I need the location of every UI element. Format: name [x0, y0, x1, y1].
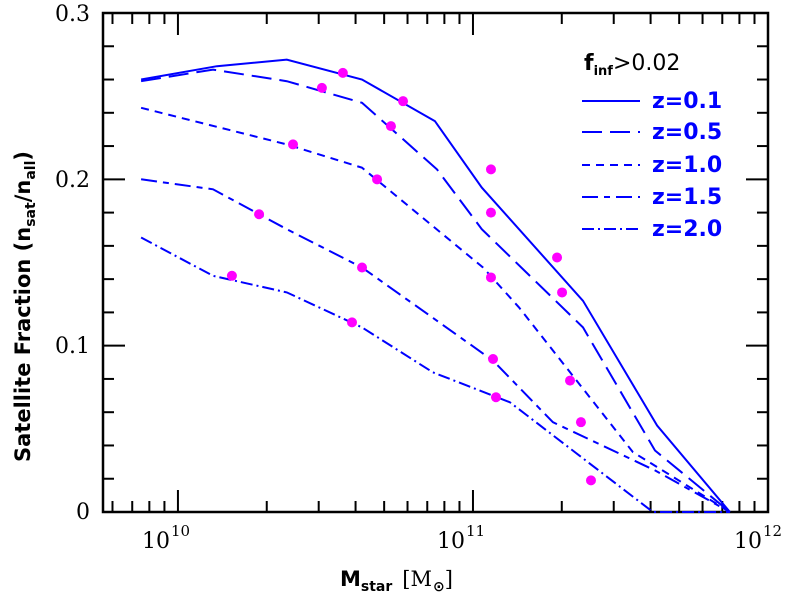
series-markers	[226, 67, 596, 486]
data-marker	[226, 270, 237, 281]
series-line-z10	[140, 106, 731, 513]
x-axis-unit-close: ]	[445, 567, 453, 591]
y-axis-title-sub: all	[23, 161, 39, 180]
x-tick-base: 10	[734, 529, 762, 554]
y-tick-label: 0.1	[55, 334, 90, 359]
data-marker	[254, 209, 265, 220]
plot-frame	[101, 11, 770, 514]
x-tick-exp: 11	[466, 522, 485, 540]
y-axis-title-main: Satellite Fraction (n	[11, 227, 35, 462]
x-tick-exp: 12	[763, 522, 782, 540]
data-marker	[398, 96, 409, 107]
legend-title-rest: >0.02	[613, 51, 680, 76]
series-line-z20	[140, 236, 730, 513]
legend-label: z=1.5	[652, 185, 722, 210]
x-tick-base: 10	[437, 529, 465, 554]
y-tick-label: 0	[76, 500, 90, 525]
x-tick-exp: 10	[171, 522, 190, 540]
data-marker	[485, 164, 496, 175]
data-marker	[385, 121, 396, 132]
y-axis-title: Satellite Fraction (nsat/nall)	[11, 151, 39, 462]
x-tick-label: 10 12	[734, 522, 782, 554]
data-marker	[372, 174, 383, 185]
y-tick-label: 0.2	[55, 168, 90, 193]
series-lines	[140, 58, 731, 513]
x-tick-base: 10	[142, 529, 170, 554]
legend-label: z=2.0	[652, 217, 722, 242]
legend-label: z=1.0	[652, 153, 722, 178]
legend-label: z=0.5	[652, 120, 722, 145]
series-line-z15	[140, 178, 731, 513]
series-line-z01	[140, 58, 731, 513]
data-marker	[288, 139, 298, 150]
data-marker	[485, 207, 496, 218]
data-marker	[490, 392, 501, 403]
x-tick-label: 10 11	[437, 522, 485, 554]
x-axis-title-main: M	[340, 567, 361, 591]
legend-label: z=0.1	[652, 89, 722, 114]
data-marker	[357, 262, 368, 273]
data-marker	[552, 252, 563, 263]
legend-title-main: f	[584, 51, 594, 76]
legend-title: finf>0.02	[584, 51, 680, 79]
x-axis-title-sub: star	[361, 579, 392, 595]
axis-ticks	[103, 12, 769, 513]
y-axis-title-sub: sat	[23, 202, 39, 227]
data-marker	[575, 417, 586, 428]
y-tick-label: 0.3	[55, 2, 90, 27]
data-marker	[485, 272, 496, 283]
x-tick-label: 10 10	[142, 522, 190, 554]
data-marker	[565, 375, 576, 386]
data-marker	[557, 287, 568, 298]
data-marker	[347, 317, 358, 328]
legend-title-sub: inf	[594, 64, 614, 79]
data-marker	[488, 353, 499, 364]
legend: finf>0.02 z=0.1 z=0.5 z=1.0 z=1.5 z=2.0	[582, 51, 722, 242]
data-marker	[316, 82, 327, 93]
y-axis-title-mid: /n	[11, 180, 35, 203]
y-axis-title-close: )	[11, 151, 35, 161]
x-axis-unit-open: [M	[402, 567, 432, 591]
data-marker	[337, 67, 348, 78]
x-axis-title: Mstar [M⊙]	[340, 567, 453, 595]
data-marker	[585, 475, 596, 486]
series-line-z05	[140, 68, 731, 513]
